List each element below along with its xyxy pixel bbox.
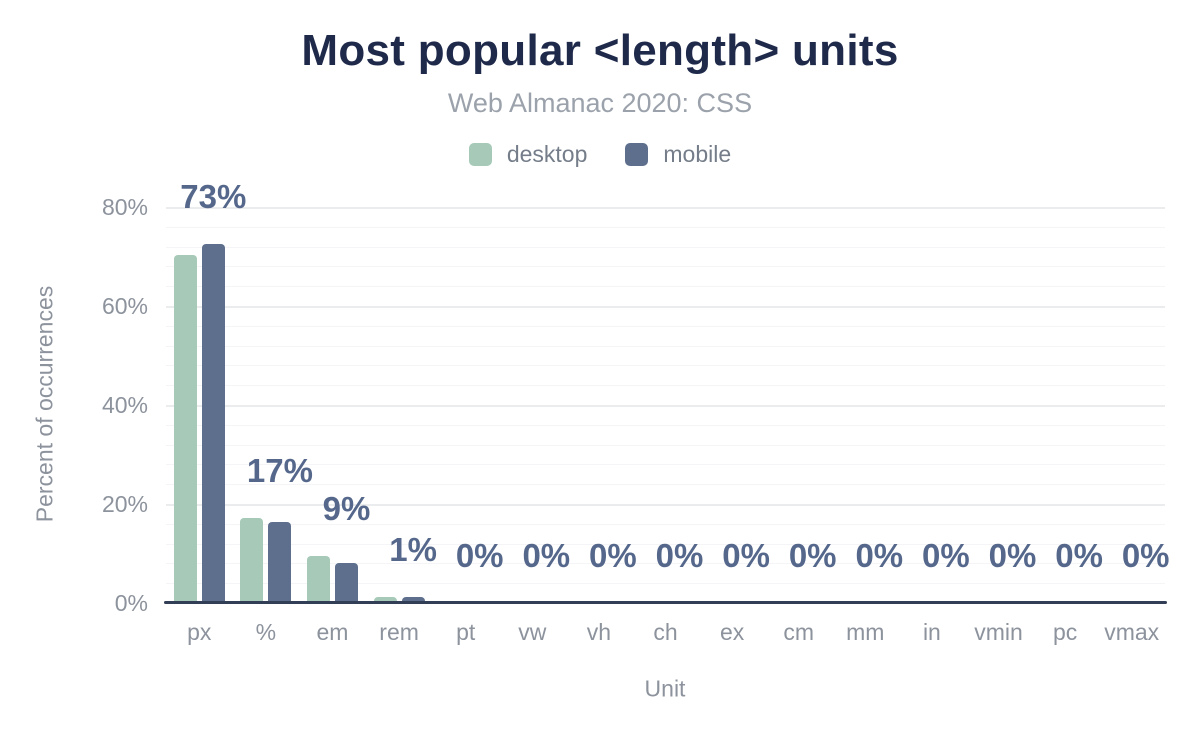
y-tick-label-40pct: 40% bbox=[101, 392, 148, 418]
bar-desktop-px bbox=[173, 254, 197, 603]
x-axis-title: Unit bbox=[644, 675, 686, 702]
x-tick-vh: vh bbox=[586, 619, 612, 645]
bar-label-vw: 0% bbox=[522, 537, 571, 574]
x-tick-%: % bbox=[255, 619, 277, 645]
gridline-minor bbox=[166, 286, 1165, 288]
bar-mobile-% bbox=[268, 521, 292, 603]
gridline-minor bbox=[166, 385, 1165, 387]
bar-label-cm: 0% bbox=[788, 537, 837, 574]
x-tick-pt: pt bbox=[456, 619, 476, 645]
x-tick-ch: ch bbox=[653, 619, 678, 645]
legend-label-mobile: mobile bbox=[663, 141, 732, 167]
y-tick-label-20pct: 20% bbox=[101, 491, 148, 517]
y-axis-title: Percent of occurrences bbox=[31, 285, 58, 523]
x-tick-mm: mm bbox=[846, 619, 885, 645]
gridline-minor bbox=[166, 583, 1165, 585]
x-tick-ex: ex bbox=[719, 619, 745, 645]
bar-label-in: 0% bbox=[922, 537, 970, 574]
gridline-minor bbox=[166, 226, 1165, 228]
gridline-minor bbox=[166, 543, 1165, 545]
gridline-major bbox=[166, 306, 1165, 308]
gridline-minor bbox=[166, 444, 1165, 446]
y-tick-label-80pct: 80% bbox=[101, 194, 148, 220]
desktop-swatch-icon bbox=[468, 143, 492, 166]
x-tick-vmin: vmin bbox=[974, 619, 1023, 645]
x-tick-vmax: vmax bbox=[1104, 619, 1160, 645]
bar-mobile-em bbox=[335, 562, 358, 603]
gridline-major bbox=[166, 207, 1165, 209]
bar-label-mm: 0% bbox=[855, 537, 904, 574]
x-tick-pc: pc bbox=[1052, 619, 1078, 645]
gridline-major bbox=[166, 405, 1165, 407]
gridline-minor bbox=[166, 345, 1165, 347]
gridline-minor bbox=[166, 365, 1165, 367]
x-tick-cm: cm bbox=[783, 619, 815, 645]
bar-label-vmax: 0% bbox=[1121, 537, 1170, 574]
gridline-minor bbox=[166, 484, 1165, 486]
gridline-minor bbox=[166, 464, 1165, 466]
bar-label-ex: 0% bbox=[722, 537, 770, 574]
mobile-swatch-icon bbox=[625, 143, 649, 166]
bar-label-vmin: 0% bbox=[988, 537, 1037, 574]
x-axis-line bbox=[164, 601, 1167, 604]
chart-title: Most popular <length> units bbox=[301, 26, 899, 75]
bar-desktop-% bbox=[240, 517, 264, 603]
bar-label-%: 17% bbox=[246, 451, 313, 489]
bar-desktop-rem bbox=[373, 597, 397, 603]
gridline-minor bbox=[166, 523, 1165, 525]
bar-desktop-em bbox=[307, 556, 330, 603]
bar-label-em: 9% bbox=[322, 490, 371, 528]
legend-label-desktop: desktop bbox=[506, 141, 588, 167]
x-tick-px: px bbox=[187, 619, 212, 645]
gridline-minor bbox=[166, 246, 1165, 248]
bar-label-ch: 0% bbox=[655, 537, 704, 574]
bar-label-rem: 1% bbox=[389, 531, 437, 569]
bar-mobile-px bbox=[201, 243, 225, 603]
bar-mobile-rem bbox=[401, 597, 425, 603]
y-tick-label-0pct: 0% bbox=[114, 590, 148, 616]
gridline-minor bbox=[166, 325, 1165, 327]
x-tick-rem: rem bbox=[379, 619, 419, 645]
y-tick-label-60pct: 60% bbox=[101, 293, 148, 319]
legend-item-mobile: mobile bbox=[625, 141, 731, 168]
gridline-minor bbox=[166, 563, 1165, 565]
bar-label-vh: 0% bbox=[589, 537, 637, 574]
legend-item-desktop: desktop bbox=[468, 141, 588, 168]
bar-label-px: 73% bbox=[180, 177, 247, 215]
x-tick-in: in bbox=[922, 619, 941, 645]
plot-area: 73% 17% 9% 1% 0% 0% 0% 0% 0% 0% 0% 0% 0% 0% 0% bbox=[166, 180, 1170, 603]
gridline-major bbox=[166, 504, 1165, 506]
x-tick-em: em bbox=[316, 619, 349, 645]
bar-label-pt: 0% bbox=[455, 537, 504, 574]
x-tick-vw: vw bbox=[518, 619, 547, 645]
legend: desktop mobile bbox=[0, 141, 1200, 168]
bar-label-pc: 0% bbox=[1055, 537, 1103, 574]
chart-subtitle: Web Almanac 2020: CSS bbox=[447, 88, 753, 118]
gridline-minor bbox=[166, 266, 1165, 268]
gridline-minor bbox=[166, 424, 1165, 426]
